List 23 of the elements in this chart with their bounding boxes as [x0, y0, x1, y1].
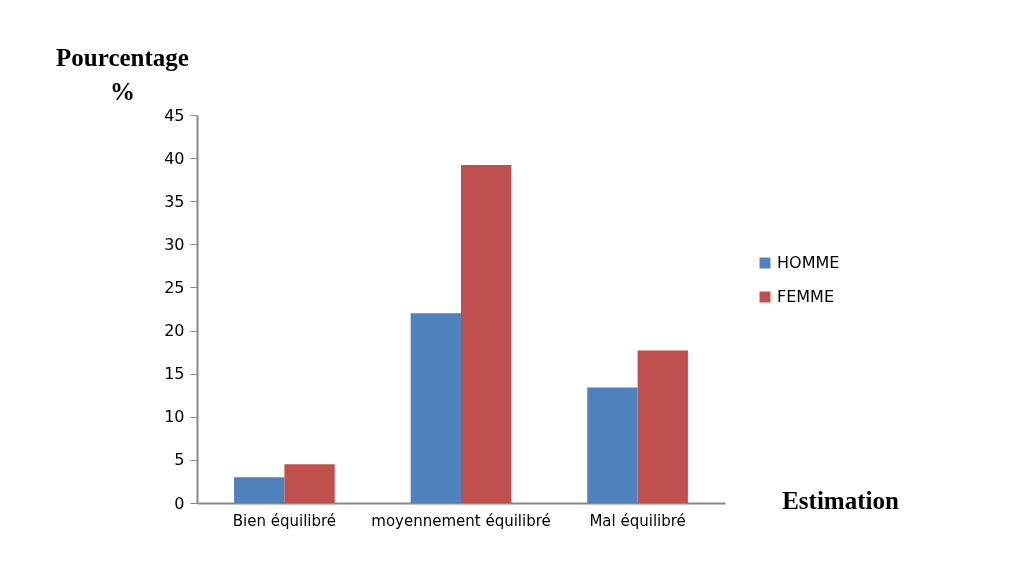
y-tick-label: 20 — [164, 321, 185, 341]
bar — [284, 464, 335, 503]
bar — [461, 165, 512, 503]
bar — [587, 387, 638, 503]
bar — [637, 350, 688, 503]
y-tick-label: 10 — [164, 407, 185, 427]
y-tick-label: 5 — [174, 450, 185, 470]
x-axis-title: Estimation — [782, 486, 899, 514]
x-tick-label: Bien équilibré — [232, 511, 337, 530]
bar — [234, 477, 285, 503]
y-tick-label: 30 — [164, 234, 185, 254]
y-tick-label: 35 — [164, 191, 185, 211]
y-tick-label: 40 — [164, 148, 185, 168]
y-tick-label: 15 — [164, 364, 185, 384]
x-tick-label: Mal équilibré — [589, 511, 686, 530]
y-tick-label: 45 — [164, 105, 185, 125]
legend-label: FEMME — [777, 287, 835, 306]
y-tick-label: 0 — [174, 493, 185, 513]
legend-label: HOMME — [777, 253, 840, 272]
x-tick-label: moyennement équilibré — [371, 511, 551, 530]
bar — [410, 313, 461, 503]
y-tick-label: 25 — [164, 277, 185, 297]
y-axis-title: Pourcentage % — [56, 43, 189, 105]
